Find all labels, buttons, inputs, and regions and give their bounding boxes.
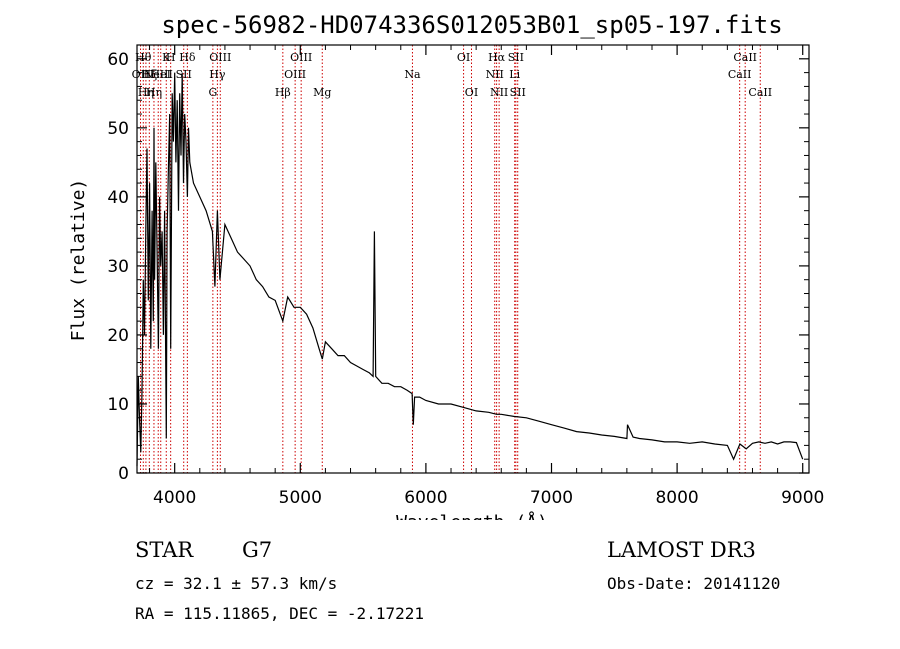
line-label: OIII (209, 51, 231, 64)
x-tick-label: 6000 (404, 488, 447, 508)
line-label: K (162, 51, 171, 64)
x-tick-label: 8000 (655, 488, 698, 508)
line-label: OIII (290, 51, 312, 64)
line-label: OI (465, 86, 478, 99)
line-label: NeIII (144, 68, 173, 81)
spectrum-chart: spec-56982-HD074336S012053B01_sp05-197.f… (68, 11, 824, 520)
line-label: Hη (146, 86, 162, 99)
redshift-velocity: cz = 32.1 ± 57.3 km/s (135, 574, 338, 593)
y-axis-ticks: 0 10 20 30 40 50 60 (107, 44, 809, 484)
x-tick-label: 4000 (153, 488, 196, 508)
line-label: Hη (138, 86, 154, 99)
line-label: Li (509, 68, 520, 81)
y-tick-label: 10 (107, 395, 129, 415)
line-label: Hθ (135, 51, 152, 64)
y-tick-label: 50 (107, 119, 129, 139)
line-label: Hα (488, 51, 506, 64)
y-tick-label: 40 (107, 188, 129, 208)
line-label: Hζ (142, 68, 158, 81)
survey-name: LAMOST DR3 (607, 538, 756, 562)
y-tick-label: 0 (118, 464, 129, 484)
line-label: Mg (313, 86, 331, 99)
y-axis-label: Flux (relative) (68, 179, 89, 342)
y-tick-label: 20 (107, 326, 129, 346)
chart-title: spec-56982-HD074336S012053B01_sp05-197.f… (161, 11, 782, 39)
object-subclass: G7 (242, 538, 273, 562)
x-axis-label: Wavelength (Å) (396, 511, 548, 520)
line-label: CaII (748, 86, 772, 99)
line-label: CaII (728, 68, 752, 81)
line-label: SII (176, 68, 192, 81)
line-label: CaII (733, 51, 757, 64)
line-label: G (208, 86, 217, 99)
line-label: NII (486, 68, 504, 81)
line-label: Hγ (209, 68, 226, 81)
x-tick-label: 5000 (279, 488, 322, 508)
observation-date: Obs-Date: 20141120 (607, 574, 781, 593)
y-tick-label: 30 (107, 257, 129, 277)
line-label: OII (132, 68, 150, 81)
plot-frame (136, 44, 810, 474)
x-tick-label: 9000 (781, 488, 824, 508)
line-label: SII (508, 51, 524, 64)
line-label: Na (404, 68, 421, 81)
spectrum-line (136, 72, 804, 467)
line-label: Hβ (275, 86, 291, 99)
line-label: NII (490, 86, 508, 99)
line-markers (140, 45, 761, 473)
x-axis-ticks: 4000 5000 6000 7000 8000 9000 (149, 45, 824, 508)
line-labels: OIIHθHηHζHηNeIIIHeIKHSIIHδGHγOIIIHβOIIIO… (132, 51, 772, 99)
line-label: HeI (151, 68, 171, 81)
y-tick-label: 60 (107, 50, 129, 70)
coordinates: RA = 115.11865, DEC = -2.17221 (135, 604, 424, 623)
line-label: Hδ (179, 51, 196, 64)
line-label: SII (510, 86, 526, 99)
object-class: STAR (135, 538, 194, 562)
line-label: H (166, 51, 176, 64)
line-label: OI (457, 51, 470, 64)
line-label: OIII (284, 68, 306, 81)
x-tick-label: 7000 (530, 488, 573, 508)
